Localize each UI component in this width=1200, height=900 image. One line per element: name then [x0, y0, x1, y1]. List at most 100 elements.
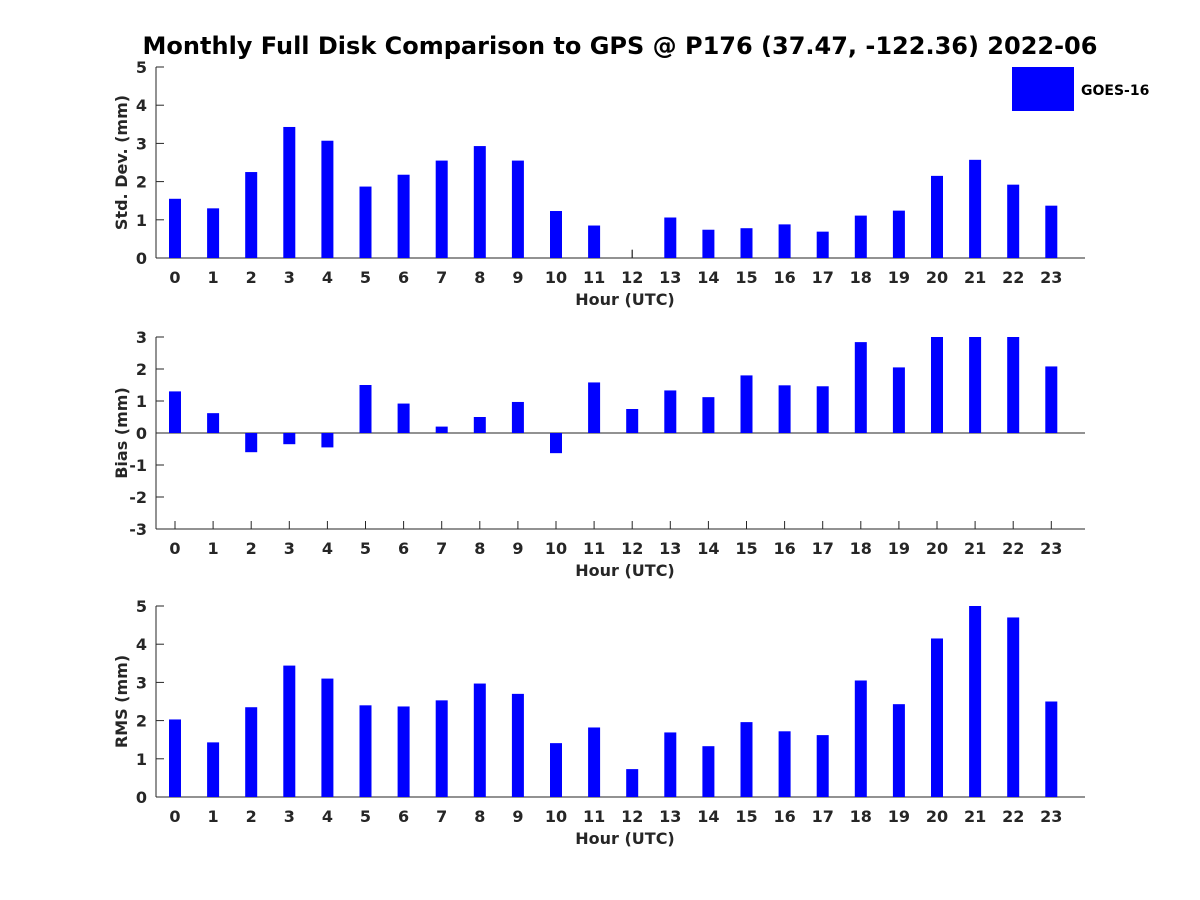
bar — [854, 680, 867, 797]
x-tick-label: 18 — [850, 807, 872, 826]
x-tick-label: 0 — [169, 268, 180, 287]
bar — [169, 391, 181, 433]
bar — [1045, 205, 1058, 258]
x-axis-label: Hour (UTC) — [575, 829, 675, 848]
x-tick-label: 12 — [621, 807, 643, 826]
x-tick-label: 1 — [208, 539, 219, 558]
x-tick-label: 21 — [964, 539, 986, 558]
x-tick-label: 5 — [360, 539, 371, 558]
x-tick-label: 4 — [322, 807, 333, 826]
y-tick-label: -2 — [129, 488, 147, 507]
x-tick-label: 8 — [474, 807, 485, 826]
bar — [359, 385, 372, 433]
x-tick-label: 14 — [697, 539, 719, 558]
x-tick-label: 22 — [1002, 807, 1024, 826]
bar — [283, 433, 296, 445]
y-tick-label: 3 — [136, 328, 147, 347]
x-tick-label: 18 — [850, 539, 872, 558]
bar — [359, 186, 372, 258]
bar — [816, 231, 829, 258]
y-tick-label: 4 — [136, 96, 147, 115]
x-tick-label: 21 — [964, 268, 986, 287]
bar — [778, 385, 791, 433]
bar — [169, 719, 181, 797]
x-tick-label: 7 — [436, 807, 447, 826]
x-tick-label: 15 — [735, 807, 757, 826]
y-tick-label: 0 — [136, 249, 147, 268]
x-tick-label: 16 — [773, 807, 795, 826]
x-tick-label: 6 — [398, 539, 409, 558]
x-tick-label: 20 — [926, 807, 948, 826]
bar — [550, 743, 562, 797]
x-tick-label: 3 — [284, 268, 295, 287]
x-tick-label: 0 — [169, 807, 180, 826]
y-axis-label: RMS (mm) — [112, 655, 131, 748]
y-tick-label: 1 — [136, 750, 147, 769]
bar — [435, 700, 448, 797]
x-tick-label: 15 — [735, 539, 757, 558]
y-tick-label: 3 — [136, 673, 147, 692]
y-tick-label: -3 — [129, 520, 147, 539]
bar — [740, 228, 753, 258]
bar — [702, 229, 715, 258]
x-tick-label: 16 — [773, 268, 795, 287]
legend: GOES-16 — [1012, 67, 1149, 111]
bar — [207, 413, 220, 433]
bar — [550, 211, 562, 258]
bar — [626, 769, 639, 797]
bar — [664, 732, 677, 797]
y-tick-label: 1 — [136, 211, 147, 230]
bar — [245, 433, 258, 453]
bar — [854, 215, 867, 258]
bar — [359, 705, 372, 797]
bar — [931, 175, 943, 258]
x-tick-label: 1 — [208, 807, 219, 826]
x-tick-label: 5 — [360, 268, 371, 287]
y-tick-label: 2 — [136, 712, 147, 731]
x-tick-label: 21 — [964, 807, 986, 826]
legend-swatch — [1012, 67, 1074, 111]
x-axis-label: Hour (UTC) — [575, 290, 675, 309]
x-tick-label: 6 — [398, 807, 409, 826]
bar — [969, 159, 982, 258]
x-tick-label: 13 — [659, 539, 681, 558]
bar — [1045, 366, 1058, 433]
bar — [321, 140, 334, 258]
bar — [207, 208, 220, 258]
y-tick-label: 0 — [136, 424, 147, 443]
bar — [664, 217, 677, 258]
x-tick-label: 12 — [621, 539, 643, 558]
bar — [245, 172, 258, 258]
y-tick-label: 1 — [136, 392, 147, 411]
y-tick-label: 5 — [136, 597, 147, 616]
x-tick-label: 11 — [583, 807, 605, 826]
bar — [588, 225, 601, 258]
bar — [626, 409, 639, 433]
x-tick-label: 13 — [659, 268, 681, 287]
bar — [664, 390, 677, 433]
y-tick-label: 0 — [136, 788, 147, 807]
bar — [702, 746, 715, 797]
y-axis-label: Bias (mm) — [112, 387, 131, 479]
bar — [473, 417, 486, 433]
x-tick-label: 8 — [474, 268, 485, 287]
chart-title: Monthly Full Disk Comparison to GPS @ P1… — [143, 32, 1098, 60]
y-tick-label: 5 — [136, 58, 147, 77]
bar — [207, 742, 220, 797]
bar — [931, 638, 943, 797]
bar — [1045, 701, 1058, 797]
y-tick-label: 2 — [136, 360, 147, 379]
bar — [931, 337, 943, 433]
bar — [969, 337, 982, 433]
x-tick-label: 22 — [1002, 268, 1024, 287]
x-tick-label: 15 — [735, 268, 757, 287]
bar — [169, 198, 181, 258]
x-tick-label: 23 — [1040, 268, 1062, 287]
x-tick-label: 14 — [697, 807, 719, 826]
x-tick-label: 10 — [545, 539, 567, 558]
bar — [778, 224, 791, 258]
bar — [435, 426, 448, 433]
x-axis-label: Hour (UTC) — [575, 561, 675, 580]
